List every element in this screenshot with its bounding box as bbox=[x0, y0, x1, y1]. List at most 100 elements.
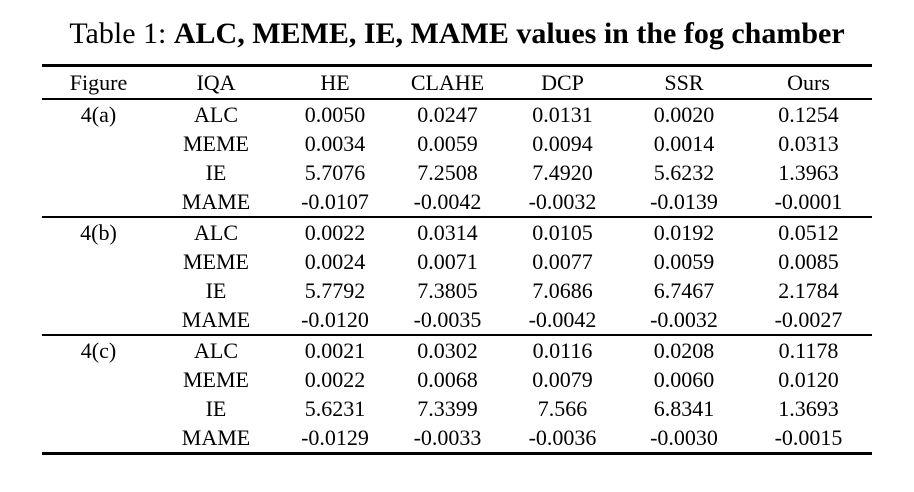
iqa-cell: IE bbox=[205, 160, 227, 185]
value-cell-ours: 0.0313 bbox=[778, 131, 839, 156]
figure-cell: 4(a) bbox=[42, 98, 155, 129]
block-4c: 4(c) ALC 0.0021 0.0302 0.0116 0.0208 0.1… bbox=[42, 334, 872, 454]
value-cell-dcp: 7.566 bbox=[537, 396, 588, 421]
block-4a: 4(a) ALC 0.0050 0.0247 0.0131 0.0020 0.1… bbox=[42, 98, 872, 217]
caption-prefix: Table 1: bbox=[69, 17, 174, 50]
value-cell-dcp: 0.0079 bbox=[532, 367, 593, 392]
iqa-cell: ALC bbox=[155, 216, 277, 247]
value-cell-he: 0.0022 bbox=[277, 216, 393, 247]
value-cell-ours: 2.1784 bbox=[778, 278, 839, 303]
value-cell-he: 0.0022 bbox=[304, 367, 366, 392]
iqa-cell: IE bbox=[205, 278, 227, 303]
table-header: Figure IQA HE CLAHE DCP SSR Ours bbox=[42, 65, 872, 100]
value-cell-ours: 0.1254 bbox=[745, 98, 872, 129]
value-cell-ssr: 6.8341 bbox=[653, 396, 715, 421]
value-cell-ssr: 0.0020 bbox=[623, 98, 745, 129]
value-cell-ours: 0.0512 bbox=[745, 216, 872, 247]
iqa-cell: MAME bbox=[181, 189, 251, 214]
col-header-iqa: IQA bbox=[155, 65, 277, 100]
value-cell-clahe: 7.3399 bbox=[417, 396, 478, 421]
value-cell-clahe: -0.0035 bbox=[413, 307, 482, 332]
value-cell-dcp: 0.0105 bbox=[502, 216, 623, 247]
value-cell-dcp: 7.4920 bbox=[532, 160, 593, 185]
value-cell-dcp: -0.0032 bbox=[528, 189, 597, 214]
value-cell-clahe: -0.0042 bbox=[413, 189, 482, 214]
value-cell-he: 5.6231 bbox=[304, 396, 366, 421]
table-row: MAME -0.0120 -0.0035 -0.0042 -0.0032 -0.… bbox=[42, 305, 872, 335]
value-cell-dcp: 0.0131 bbox=[502, 98, 623, 129]
value-cell-dcp: 0.0116 bbox=[502, 334, 623, 365]
figure-cell-empty bbox=[42, 394, 155, 423]
value-cell-clahe: 0.0247 bbox=[393, 98, 502, 129]
value-cell-ssr: 0.0192 bbox=[623, 216, 745, 247]
value-cell-ours: -0.0001 bbox=[774, 189, 843, 214]
value-cell-he: 5.7792 bbox=[304, 278, 366, 303]
figure-cell-empty bbox=[42, 187, 155, 217]
figure-cell: 4(c) bbox=[42, 334, 155, 365]
table-row: 4(b) ALC 0.0022 0.0314 0.0105 0.0192 0.0… bbox=[42, 216, 872, 247]
value-cell-clahe: 0.0314 bbox=[393, 216, 502, 247]
value-cell-clahe: -0.0033 bbox=[413, 425, 482, 450]
iqa-cell: MEME bbox=[183, 131, 249, 156]
table-row: IE 5.7076 7.2508 7.4920 5.6232 1.3963 bbox=[42, 158, 872, 187]
iqa-cell: ALC bbox=[155, 98, 277, 129]
table-row: MEME 0.0022 0.0068 0.0079 0.0060 0.0120 bbox=[42, 365, 872, 394]
col-header-ours: Ours bbox=[745, 65, 872, 100]
table-row: MEME 0.0034 0.0059 0.0094 0.0014 0.0313 bbox=[42, 129, 872, 158]
figure-cell-empty bbox=[42, 305, 155, 335]
iqa-cell: IE bbox=[205, 396, 227, 421]
value-cell-clahe: 0.0068 bbox=[417, 367, 478, 392]
value-cell-clahe: 7.2508 bbox=[417, 160, 478, 185]
value-cell-he: 0.0050 bbox=[277, 98, 393, 129]
table-row: IE 5.6231 7.3399 7.566 6.8341 1.3693 bbox=[42, 394, 872, 423]
value-cell-ours: 0.1178 bbox=[745, 334, 872, 365]
value-cell-clahe: 7.3805 bbox=[417, 278, 478, 303]
value-cell-ssr: -0.0032 bbox=[650, 307, 718, 332]
value-cell-ours: 0.0120 bbox=[778, 367, 839, 392]
value-cell-ssr: 0.0014 bbox=[653, 131, 715, 156]
table-row: MEME 0.0024 0.0071 0.0077 0.0059 0.0085 bbox=[42, 247, 872, 276]
iqa-cell: ALC bbox=[155, 334, 277, 365]
value-cell-he: 0.0034 bbox=[304, 131, 366, 156]
table-caption: Table 1: ALC, MEME, IE, MAME values in t… bbox=[0, 0, 914, 52]
figure-cell-empty bbox=[42, 423, 155, 454]
value-cell-clahe: 0.0302 bbox=[393, 334, 502, 365]
iqa-cell: MAME bbox=[181, 307, 251, 332]
value-cell-dcp: 0.0077 bbox=[532, 249, 593, 274]
col-header-dcp: DCP bbox=[502, 65, 623, 100]
value-cell-he: 5.7076 bbox=[304, 160, 366, 185]
value-cell-ssr: 5.6232 bbox=[653, 160, 715, 185]
block-4b: 4(b) ALC 0.0022 0.0314 0.0105 0.0192 0.0… bbox=[42, 216, 872, 335]
results-table: Figure IQA HE CLAHE DCP SSR Ours 4(a) AL… bbox=[42, 64, 872, 455]
value-cell-he: 0.0024 bbox=[304, 249, 366, 274]
col-header-figure: Figure bbox=[42, 65, 155, 100]
value-cell-ours: 1.3963 bbox=[778, 160, 839, 185]
iqa-cell: MEME bbox=[183, 367, 249, 392]
figure-cell-empty bbox=[42, 247, 155, 276]
iqa-cell: MAME bbox=[181, 425, 251, 450]
figure-cell: 4(b) bbox=[42, 216, 155, 247]
iqa-cell: MEME bbox=[183, 249, 249, 274]
value-cell-ssr: -0.0139 bbox=[650, 189, 718, 214]
value-cell-dcp: 7.0686 bbox=[532, 278, 593, 303]
table-row: 4(c) ALC 0.0021 0.0302 0.0116 0.0208 0.1… bbox=[42, 334, 872, 365]
col-header-clahe: CLAHE bbox=[393, 65, 502, 100]
figure-cell-empty bbox=[42, 276, 155, 305]
figure-cell-empty bbox=[42, 129, 155, 158]
value-cell-he: 0.0021 bbox=[277, 334, 393, 365]
value-cell-clahe: 0.0059 bbox=[417, 131, 478, 156]
value-cell-ssr: 0.0208 bbox=[623, 334, 745, 365]
value-cell-ssr: -0.0030 bbox=[650, 425, 718, 450]
value-cell-he: -0.0107 bbox=[301, 189, 369, 214]
value-cell-he: -0.0129 bbox=[301, 425, 369, 450]
figure-cell-empty bbox=[42, 365, 155, 394]
value-cell-ours: 0.0085 bbox=[778, 249, 839, 274]
table-row: 4(a) ALC 0.0050 0.0247 0.0131 0.0020 0.1… bbox=[42, 98, 872, 129]
col-header-ssr: SSR bbox=[623, 65, 745, 100]
value-cell-dcp: 0.0094 bbox=[532, 131, 593, 156]
value-cell-ours: -0.0015 bbox=[774, 425, 843, 450]
value-cell-ssr: 0.0060 bbox=[653, 367, 715, 392]
table-row: IE 5.7792 7.3805 7.0686 6.7467 2.1784 bbox=[42, 276, 872, 305]
value-cell-ours: -0.0027 bbox=[774, 307, 843, 332]
